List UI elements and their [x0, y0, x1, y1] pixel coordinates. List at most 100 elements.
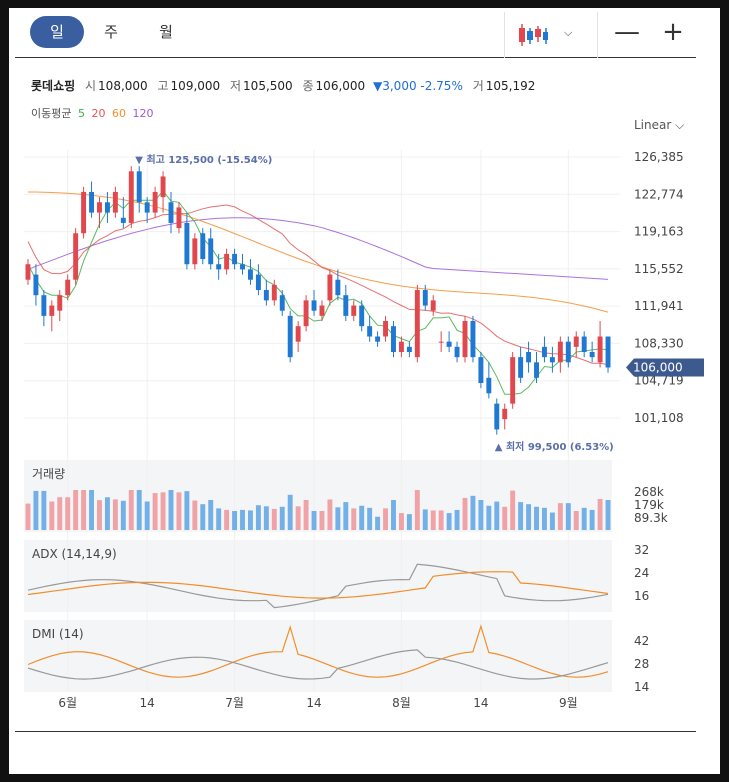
candle-down [486, 377, 492, 394]
zoom-in-button[interactable]: + [662, 17, 684, 47]
volume-bar [25, 503, 31, 530]
candle-down [343, 295, 349, 316]
volume-bar [33, 490, 39, 530]
candle-up [295, 326, 301, 342]
volume-bar [383, 508, 389, 530]
zoom-out-button[interactable]: — [614, 17, 640, 47]
volume-axis-tick: 89.3k [634, 511, 668, 525]
candle-down [247, 269, 253, 280]
candle-up [271, 284, 277, 301]
dmi-minus-line [27, 649, 609, 680]
candle-up [502, 408, 508, 420]
ma-legend-60: 60 [111, 107, 126, 120]
candle-down [255, 274, 261, 291]
candle-down [335, 279, 341, 296]
candle-down [470, 321, 476, 358]
candle-down [232, 253, 238, 265]
candle-down [287, 315, 293, 358]
low-annotation: ▲ 최저 99,500 (6.53%) [495, 440, 614, 453]
candle-up [557, 341, 563, 363]
volume-bar [184, 491, 190, 530]
adx-line [27, 563, 609, 609]
volume-bar [73, 490, 79, 530]
ma-legend-5: 5 [77, 107, 85, 120]
candle-up [510, 357, 516, 404]
volume-bar [335, 507, 341, 530]
candle-down [534, 362, 539, 378]
candle-up [327, 274, 333, 301]
moving-average-legend: 이동평균 5 20 60 120 [31, 105, 153, 121]
x-axis-label: 6월 [58, 696, 77, 710]
volume-bars [25, 490, 611, 530]
volume-bar [359, 505, 365, 530]
volume-bar [422, 509, 428, 530]
volume-bar [478, 500, 484, 530]
chart-type-button[interactable] [515, 22, 549, 48]
candle-down [136, 171, 142, 203]
price-axis-tick: 101,108 [634, 411, 684, 425]
candle-up [65, 279, 71, 296]
volume-label: 거 [472, 79, 484, 93]
candlestick-icon [519, 24, 548, 46]
candle-down [216, 264, 222, 270]
volume-bar [462, 497, 468, 530]
volume-bar [534, 506, 539, 530]
volume-bar [605, 500, 611, 530]
adx-axis-tick: 16 [634, 589, 649, 603]
open-value: 108,000 [98, 79, 148, 93]
volume-bar [216, 508, 222, 530]
chevron-down-icon[interactable]: ⌵ [564, 26, 573, 39]
volume-bar [375, 516, 381, 530]
volume-bar [97, 500, 102, 530]
tab-daily[interactable]: 일 [30, 16, 84, 48]
indicator-panel-bg-2 [24, 620, 612, 692]
price-axis-tick: 122,774 [634, 187, 684, 201]
volume-bar [255, 505, 261, 530]
high-label: 고 [157, 79, 169, 93]
adx-signal-line [27, 571, 609, 599]
volume-bar [549, 512, 555, 530]
tab-weekly[interactable]: 주 [104, 23, 118, 41]
candle-down [279, 295, 285, 311]
volume-bar [295, 506, 301, 530]
scale-dropdown[interactable]: Linear ⌵ [634, 118, 684, 133]
x-axis-label: 8월 [392, 696, 411, 710]
volume-bar [406, 514, 412, 530]
ma-legend-20: 20 [91, 107, 106, 120]
volume-bar [446, 513, 452, 530]
tab-monthly[interactable]: 월 [159, 23, 173, 41]
volume-bar [263, 506, 269, 530]
volume-bar [152, 493, 158, 530]
volume-axis-tick: 268k [634, 485, 664, 499]
candle-down [375, 336, 381, 342]
volume-axis-tick: 179k [634, 498, 664, 512]
volume-bar [49, 501, 55, 530]
dmi-axis-tick: 14 [634, 680, 649, 694]
candle-down [263, 290, 269, 301]
volume-bar [144, 501, 150, 530]
candle-up [49, 305, 55, 316]
volume-bar [168, 490, 174, 530]
candle-up [303, 300, 309, 327]
candle-down [311, 300, 317, 311]
candle-down [518, 357, 524, 378]
price-axis-tick: 104,719 [634, 374, 684, 388]
volume-bar [454, 509, 460, 530]
candle-down [549, 357, 555, 363]
candle-up [57, 295, 63, 311]
candle-up [176, 207, 182, 229]
ma-60-line [28, 191, 609, 313]
volume-bar [232, 510, 238, 530]
volume-bar [391, 500, 396, 530]
indicator-panel-bg-0 [24, 460, 612, 532]
volume-bar [573, 510, 579, 530]
x-axis-label: 7월 [225, 696, 244, 710]
volume-bar [589, 509, 595, 530]
candle-down [120, 217, 126, 223]
high-annotation: ▼ 최고 125,500 (-15.54%) [135, 153, 272, 166]
candle-up [192, 238, 198, 265]
volume-bar [319, 510, 325, 530]
candle-down [526, 351, 532, 363]
candle-down [168, 202, 174, 223]
